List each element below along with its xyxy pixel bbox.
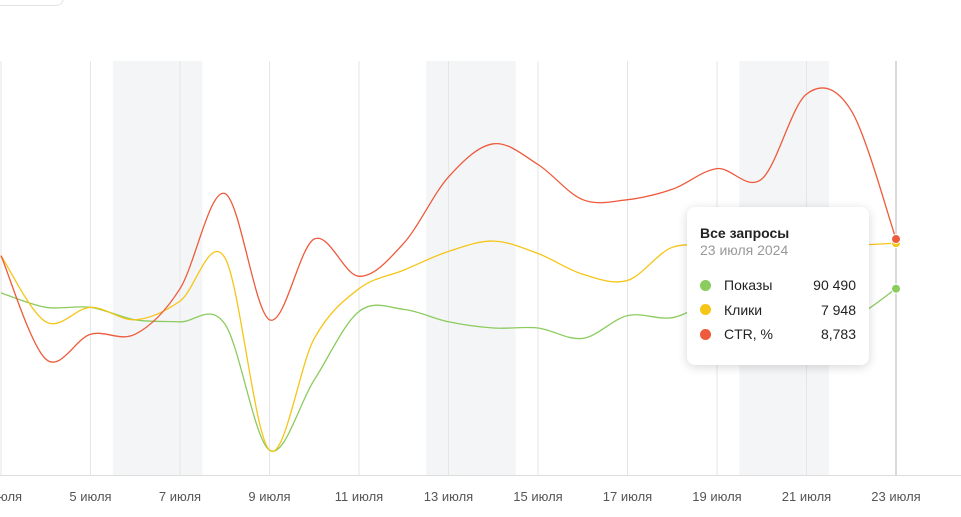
x-tick-label: 13 июля: [424, 489, 473, 504]
tooltip-value: 7 948: [820, 301, 856, 318]
x-tick-label: 15 июля: [513, 489, 562, 504]
x-tick-label: 17 июля: [603, 489, 652, 504]
chart-tooltip: Все запросы 23 июля 2024 Показы 90 490 К…: [687, 207, 869, 365]
series-line-2: [0, 87, 897, 363]
tooltip-label: Показы: [724, 277, 773, 294]
clicks-dot-icon: [700, 304, 711, 316]
tooltip-label: CTR, %: [724, 326, 773, 343]
x-tick-label: 23 июля: [871, 489, 920, 504]
x-tick-label: 11 июля: [335, 489, 383, 504]
x-axis-ticks: 3 июля 5 июля 7 июля 9 июля 11 июля 13 июля 15…: [0, 489, 921, 504]
tooltip-row-shows: Показы 90 490: [700, 273, 856, 298]
x-tick-label: 5 июля: [69, 489, 111, 504]
hover-points: [891, 234, 901, 294]
ctr-dot-icon: [700, 328, 711, 340]
tooltip-title: Все запросы: [700, 225, 790, 241]
x-tick-label: 9 июля: [248, 489, 290, 504]
tooltip-value: 8,783: [820, 326, 856, 343]
hover-point-2: [891, 234, 901, 245]
x-tick-label: 19 июля: [692, 489, 741, 504]
x-tick-label: 21 июля: [782, 489, 831, 504]
weekend-band: [426, 61, 516, 475]
weekend-band: [112, 61, 203, 475]
tooltip-label: Клики: [724, 301, 763, 318]
tooltip-row-clicks: Клики 7 948: [700, 298, 856, 323]
tooltip-value: 90 490: [813, 277, 856, 294]
x-tick-label: 7 июля: [159, 489, 201, 504]
hover-point-0: [891, 283, 901, 294]
tooltip-date: 23 июля 2024: [700, 242, 789, 258]
tooltip-row-ctr: CTR, % 8,783: [700, 322, 856, 347]
shows-dot-icon: [700, 279, 711, 291]
grid-lines: [0, 61, 961, 476]
x-tick-label: 3 июля: [0, 489, 22, 504]
